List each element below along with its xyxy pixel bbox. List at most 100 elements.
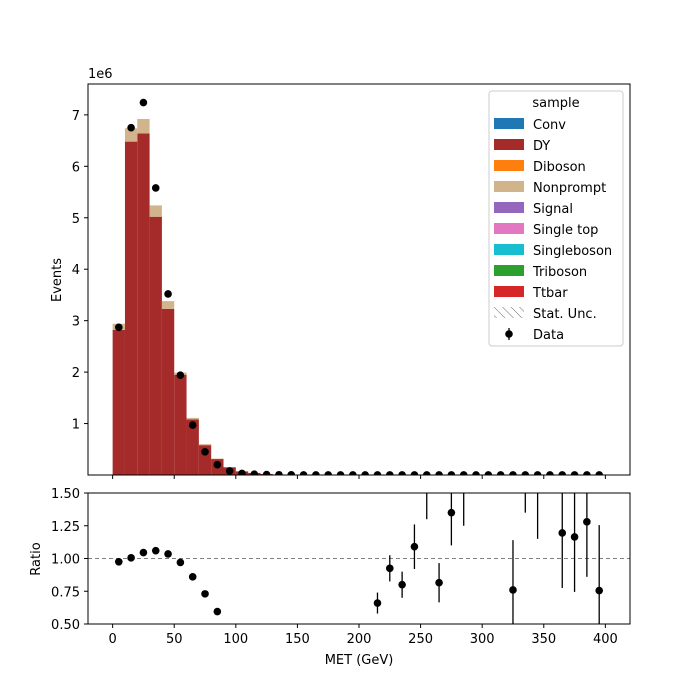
legend-items: Conv DY Diboson Nonprompt Signal Single top Si… — [494, 118, 612, 343]
y-tick-label: 1.25 — [51, 520, 80, 535]
bar-nonprompt-bin-2 — [137, 118, 150, 134]
ratio-points — [114, 450, 604, 624]
x-tick-label: 100 — [223, 632, 248, 647]
x-tick-label: 50 — [166, 632, 183, 647]
data-point — [250, 470, 259, 475]
x-tick-label: 0 — [108, 632, 116, 647]
data-point — [139, 98, 148, 107]
ratio-point — [385, 564, 394, 573]
legend-label: Nonprompt — [533, 181, 606, 196]
legend-label: Signal — [533, 202, 573, 217]
ratio-point — [595, 586, 604, 595]
legend-swatch-singleboson — [494, 244, 524, 255]
legend-swatch-diboson — [494, 160, 524, 171]
y-tick-label: 3 — [72, 315, 80, 330]
data-point — [213, 460, 222, 469]
legend-label: Diboson — [533, 160, 586, 175]
y-tick-label: 0.75 — [51, 585, 80, 600]
data-point — [459, 471, 468, 475]
legend-swatch-conv — [494, 118, 524, 129]
data-point — [422, 471, 431, 475]
data-point — [164, 290, 172, 298]
legend-label: Stat. Unc. — [533, 307, 597, 322]
ratio-point — [558, 529, 567, 537]
data-point — [324, 471, 333, 475]
ratio-panel: 0 50 100 150 200 250 300 350 400 0.50 0.75 1.00 1.2… — [29, 450, 631, 668]
x-tick-label: 150 — [285, 632, 310, 647]
data-point — [398, 471, 406, 475]
legend-label: DY — [533, 139, 550, 154]
ratio-point — [410, 542, 419, 551]
ratio-point — [201, 590, 209, 598]
x-tick-label: 200 — [347, 632, 372, 647]
legend-label: Conv — [533, 118, 566, 133]
ratio-point — [127, 554, 135, 562]
ratio-point — [373, 599, 382, 607]
data-point — [521, 471, 530, 475]
data-point — [373, 471, 382, 475]
data-point — [151, 184, 160, 192]
data-point — [533, 471, 542, 475]
y-tick-label: 1 — [72, 418, 80, 433]
ratio-point — [447, 508, 456, 517]
x-tick-label: 400 — [593, 632, 618, 647]
data-point — [275, 470, 283, 475]
data-point — [287, 471, 296, 475]
bar-dy-bin-4 — [161, 308, 175, 475]
ratio-point — [570, 533, 579, 541]
ratio-point — [176, 558, 185, 567]
legend-label: Singleboson — [533, 244, 612, 259]
data-point — [336, 471, 345, 475]
data-point — [558, 471, 567, 475]
ratio-point — [151, 546, 160, 555]
y-tick-label: 1.50 — [51, 487, 80, 502]
y-tick-label: 5 — [72, 212, 80, 227]
ratio-point — [139, 548, 148, 557]
legend-swatch-dy — [494, 139, 524, 150]
data-point — [435, 471, 443, 475]
ratio-point — [164, 550, 172, 558]
ratio-point — [114, 557, 123, 566]
legend-label: Triboson — [532, 265, 587, 280]
ratio-point — [398, 580, 406, 589]
y-tick-label: 6 — [72, 160, 80, 175]
data-point — [583, 471, 591, 475]
ratio-y-axis-label: Ratio — [29, 542, 44, 575]
data-points — [114, 98, 604, 475]
data-point — [176, 371, 185, 379]
y-axis-label: Events — [50, 258, 65, 302]
data-point — [127, 123, 135, 132]
data-point — [299, 471, 308, 475]
bar-nonprompt-bin-4 — [161, 301, 175, 309]
data-point — [447, 471, 456, 475]
ratio-point — [521, 450, 529, 458]
ratio-point — [509, 586, 517, 594]
legend-data-marker — [505, 330, 513, 338]
legend-swatch-signal — [494, 202, 524, 213]
y-offset-label: 1e6 — [88, 67, 113, 82]
y-tick-label: 4 — [72, 263, 80, 278]
y-tick-label: 0.50 — [51, 618, 80, 633]
data-point — [484, 471, 493, 475]
data-point — [349, 471, 357, 475]
data-point — [595, 471, 604, 475]
bar-dy-bin-6 — [186, 419, 199, 475]
legend: sample Conv DY Diboson Nonprompt Signal Singl… — [488, 90, 624, 347]
data-point — [410, 471, 419, 475]
y-tick-label: 2 — [72, 366, 80, 381]
ratio-x-ticks: 0 50 100 150 200 250 300 350 400 — [108, 624, 618, 647]
legend-frame — [488, 90, 624, 347]
bar-nonprompt-bin-7 — [198, 444, 212, 446]
legend-label: Ttbar — [532, 286, 568, 301]
data-point — [509, 471, 517, 475]
ratio-point — [423, 483, 431, 491]
ratio-point — [583, 518, 591, 526]
bar-dy-bin-5 — [174, 374, 187, 475]
legend-swatch-triboson — [494, 265, 524, 276]
data-point — [385, 471, 394, 475]
data-point — [496, 471, 505, 475]
bar-nonprompt-bin-8 — [211, 458, 224, 460]
legend-swatch-nonprompt — [494, 181, 524, 192]
data-point — [262, 470, 271, 475]
data-point — [188, 421, 197, 429]
